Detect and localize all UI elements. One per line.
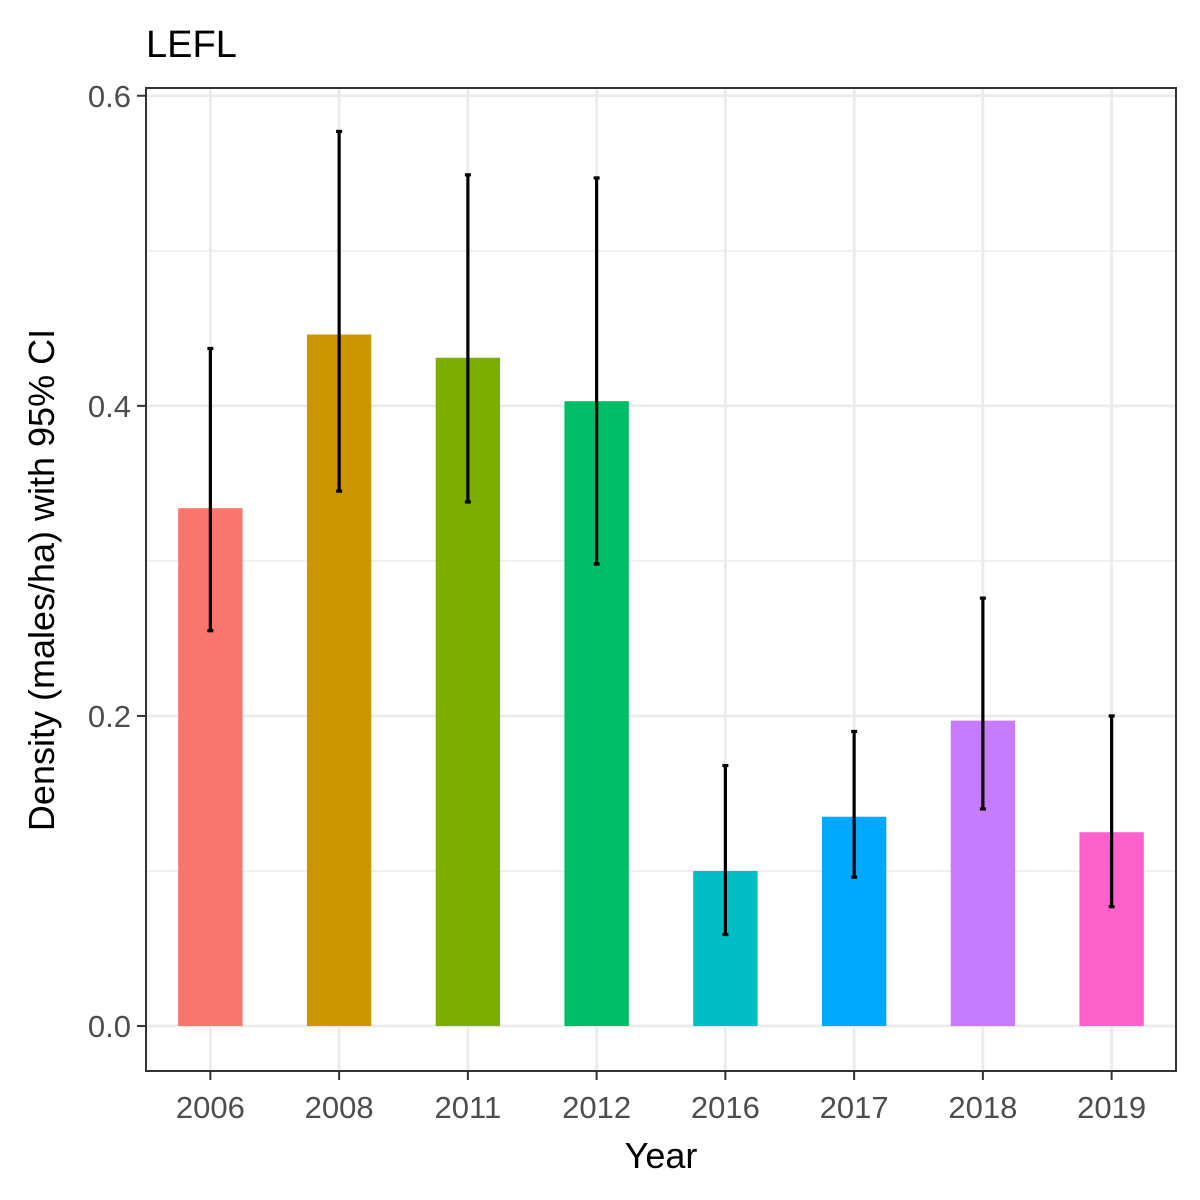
plot-panel-border: [145, 87, 1177, 1072]
x-tick-label-2011: 2011: [435, 1090, 502, 1125]
y-tick-label: 0.4: [88, 389, 131, 424]
error-bar-2018: [979, 596, 986, 811]
error-bar-2019: [1108, 714, 1115, 909]
x-axis-title: Year: [625, 1135, 698, 1176]
error-bar-2016: [722, 763, 729, 937]
y-tick-label: 0.0: [88, 1009, 131, 1044]
y-tick-label: 0.2: [88, 699, 131, 734]
error-bar-2017: [851, 729, 858, 879]
error-bar-2012: [593, 176, 600, 566]
x-tick-label-2016: 2016: [691, 1090, 760, 1125]
error-bar-2011: [464, 173, 471, 504]
x-axis: 2006 2008 2011 2012 2016 2017 2018 2019: [176, 1071, 1146, 1125]
error-bar-2008: [336, 129, 343, 493]
x-tick-label-2006: 2006: [176, 1090, 245, 1125]
y-axis-title: Density (males/ha) with 95% CI: [21, 329, 62, 831]
x-tick-label-2012: 2012: [562, 1090, 631, 1125]
y-tick-label: 0.6: [88, 79, 131, 114]
x-tick-label-2017: 2017: [820, 1090, 889, 1125]
x-tick-label-2019: 2019: [1077, 1090, 1146, 1125]
error-bars: [207, 129, 1115, 937]
y-axis: 0.0 0.2 0.4 0.6: [88, 79, 146, 1044]
x-tick-label-2018: 2018: [948, 1090, 1017, 1125]
bars: [178, 334, 1144, 1027]
error-bar-2006: [207, 346, 214, 633]
chart-title: LEFL: [146, 24, 237, 66]
x-tick-label-2008: 2008: [305, 1090, 374, 1125]
